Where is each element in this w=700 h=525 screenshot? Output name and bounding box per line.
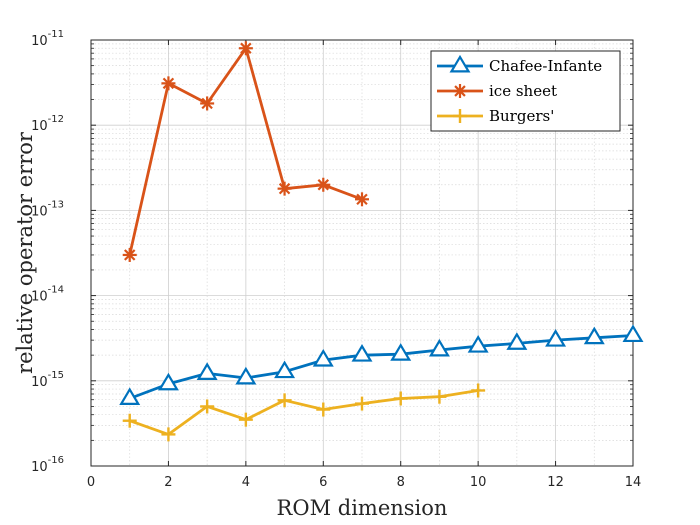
data-point <box>506 332 528 350</box>
triangle-marker <box>235 366 257 385</box>
legend-entry: ice sheet <box>437 82 557 100</box>
triangle-marker <box>506 332 528 350</box>
series-ice-sheet <box>122 41 369 262</box>
data-point <box>393 391 408 406</box>
data-point <box>428 338 450 357</box>
x-tick-label: 4 <box>242 475 250 490</box>
triangle-marker <box>119 387 141 405</box>
series-chafee-infante <box>119 324 644 405</box>
data-point <box>622 324 644 343</box>
data-point <box>161 76 176 91</box>
asterisk-stroke <box>162 77 175 90</box>
triangle-marker <box>274 360 296 379</box>
y-tick-label: 10-11 <box>31 29 64 49</box>
asterisk-stroke <box>356 193 368 206</box>
data-point <box>196 362 218 380</box>
data-point <box>274 360 296 379</box>
data-point <box>119 387 141 405</box>
data-point <box>471 383 486 398</box>
x-tick-labels: 0 2 4 6 8 10 12 14 <box>87 475 641 490</box>
data-point <box>200 399 215 414</box>
data-point <box>277 393 292 408</box>
asterisk-stroke <box>278 182 291 195</box>
y-tick-label: 10-12 <box>31 114 64 134</box>
series-line <box>129 389 479 436</box>
y-axis-label: relative operator error <box>13 131 37 374</box>
data-point <box>157 372 179 391</box>
data-point <box>453 109 467 123</box>
data-point <box>122 413 137 428</box>
x-tick-label: 10 <box>470 475 487 490</box>
x-tick-label: 8 <box>397 475 405 490</box>
data-point <box>161 427 176 442</box>
triangle-marker <box>351 343 373 362</box>
data-point <box>277 181 292 196</box>
x-tick-label: 0 <box>87 475 95 490</box>
triangle-marker <box>622 324 644 343</box>
legend-label: ice sheet <box>489 82 557 100</box>
legend-entry: Chafee-Infante <box>437 54 602 75</box>
asterisk-stroke <box>454 85 466 97</box>
data-point <box>316 177 331 192</box>
asterisk-stroke <box>123 249 136 261</box>
data-point <box>312 348 334 367</box>
data-point <box>583 326 605 345</box>
data-point <box>355 396 369 411</box>
data-point <box>355 192 369 207</box>
y-tick-label: 10-14 <box>31 285 64 305</box>
y-tick-labels: 10-16 10-15 10-14 10-13 10-12 10-11 <box>31 29 64 475</box>
legend-entry: Burgers' <box>437 107 554 125</box>
data-point <box>238 41 253 56</box>
triangle-marker <box>583 326 605 345</box>
y-tick-label: 10-15 <box>31 370 64 390</box>
data-point <box>449 54 471 73</box>
triangle-marker <box>196 362 218 380</box>
asterisk-stroke <box>240 42 252 54</box>
legend: Chafee-Infante ice sheet Burgers' <box>430 50 621 132</box>
data-point <box>351 343 373 362</box>
triangle-marker <box>449 54 471 73</box>
data-point <box>467 335 489 353</box>
asterisk-stroke <box>201 97 213 110</box>
data-point <box>545 328 567 347</box>
x-axis-label: ROM dimension <box>277 496 448 520</box>
triangle-marker <box>428 338 450 357</box>
data-point <box>453 84 467 98</box>
x-tick-label: 14 <box>625 475 642 490</box>
x-tick-label: 12 <box>547 475 564 490</box>
x-tick-label: 6 <box>319 475 327 490</box>
axis-ticks <box>90 39 634 467</box>
series-layer <box>119 41 644 442</box>
legend-label: Burgers' <box>489 107 554 125</box>
data-point <box>235 366 257 385</box>
data-point <box>122 247 137 262</box>
series-burgers <box>122 383 486 442</box>
plot-frame <box>90 39 634 467</box>
x-tick-label: 2 <box>164 475 172 490</box>
asterisk-stroke <box>317 179 330 191</box>
data-point <box>316 402 331 417</box>
triangle-marker <box>312 348 334 367</box>
data-point <box>432 389 447 404</box>
data-point <box>200 96 215 111</box>
triangle-marker <box>545 328 567 347</box>
triangle-marker <box>467 335 489 353</box>
triangle-marker <box>157 372 179 391</box>
y-tick-label: 10-16 <box>31 455 64 475</box>
data-point <box>238 412 253 427</box>
data-point <box>390 343 412 361</box>
y-tick-label: 10-13 <box>31 199 64 219</box>
legend-label: Chafee-Infante <box>489 57 602 75</box>
triangle-marker <box>390 343 412 361</box>
